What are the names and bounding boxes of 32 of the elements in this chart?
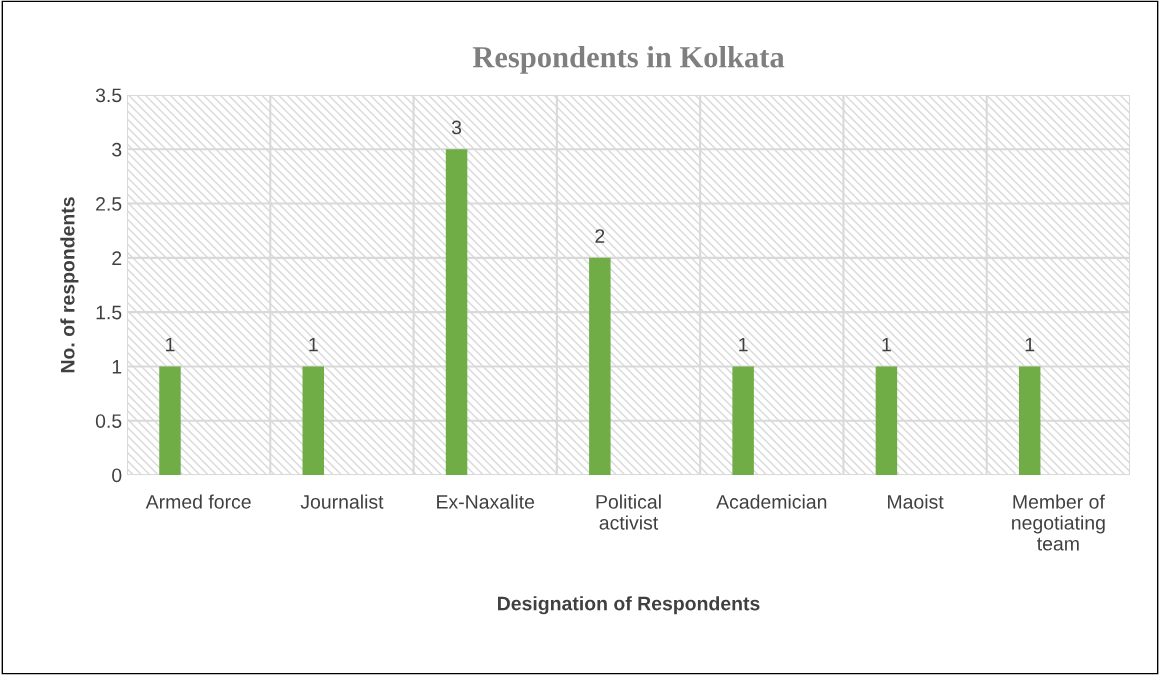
- data-label: 2: [595, 229, 605, 243]
- y-tick-label: 1: [112, 360, 122, 374]
- y-tick-label: 0: [112, 468, 122, 483]
- y-axis-title: No. of respondents: [60, 197, 79, 373]
- x-tick-label: Academician: [716, 494, 827, 509]
- y-tick-label: 3: [112, 142, 122, 157]
- y-tick-label: 3.5: [95, 88, 122, 103]
- x-tick-label: Ex-Naxalite: [437, 494, 535, 509]
- data-label: 1: [1025, 337, 1035, 352]
- bar: [875, 366, 898, 475]
- x-tick-label: Journalist: [300, 494, 384, 509]
- bar: [732, 366, 754, 475]
- x-tick-label: Armed force: [145, 494, 251, 509]
- data-label: 1: [309, 337, 318, 352]
- data-label: 3: [451, 120, 462, 135]
- y-tick-label: 2.5: [96, 197, 122, 211]
- data-label: 1: [739, 337, 748, 352]
- data-label: 1: [882, 337, 891, 352]
- bar: [302, 366, 325, 475]
- bar: [1018, 366, 1041, 475]
- x-axis-title: Designation of Respondents: [498, 596, 760, 615]
- x-tick-label: Member of negotiating team: [1012, 494, 1105, 551]
- bar: [445, 149, 468, 475]
- y-tick-label: 1.5: [96, 305, 122, 320]
- x-tick-label: Maoist: [888, 494, 944, 509]
- y-tick-label: 2: [112, 251, 122, 265]
- x-tick-label: Political activist: [596, 494, 661, 530]
- y-tick-label: 0.5: [95, 414, 122, 428]
- bar: [589, 257, 611, 475]
- bar: [159, 366, 181, 475]
- data-label: 1: [166, 337, 175, 352]
- chart-title: Respondents in Kolkata: [472, 46, 785, 74]
